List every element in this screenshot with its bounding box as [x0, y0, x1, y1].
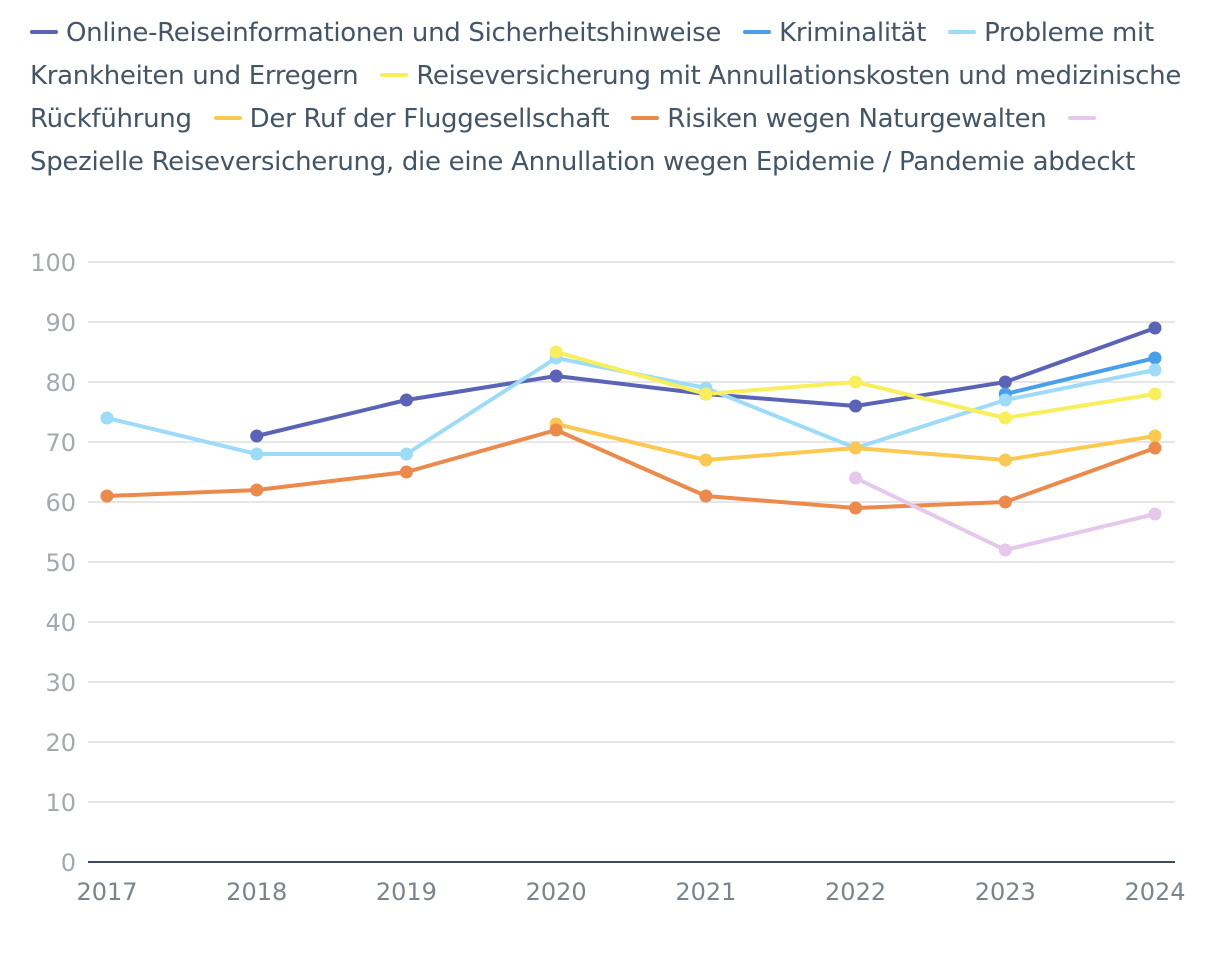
legend-label: Online-Reiseinformationen und Sicherheit… [66, 18, 722, 48]
data-point [250, 447, 264, 461]
x-tick-label: 2018 [226, 878, 287, 906]
legend-swatch [631, 115, 660, 120]
x-tick-label: 2022 [825, 878, 886, 906]
legend-swatch [213, 115, 242, 120]
x-tick-label: 2020 [526, 878, 587, 906]
data-point [699, 387, 713, 401]
legend-item[interactable]: Probleme mit Krankheiten und Erregern [30, 18, 1154, 91]
y-tick-label: 50 [45, 549, 76, 577]
data-point [1148, 387, 1162, 401]
data-point [998, 495, 1012, 509]
series-line [854, 476, 1156, 552]
series-line [106, 428, 1156, 510]
y-tick-label: 100 [30, 249, 76, 277]
legend-label: Probleme mit Krankheiten und Erregern [30, 18, 1154, 91]
legend-swatch [743, 29, 772, 34]
y-tick-label: 80 [45, 369, 76, 397]
x-tick-label: 2021 [675, 878, 736, 906]
data-point [1148, 321, 1162, 335]
data-point [250, 483, 264, 497]
legend-item[interactable]: Reiseversicherung mit Annullationskosten… [30, 61, 1181, 134]
y-tick-label: 0 [61, 849, 76, 877]
data-point [1148, 507, 1162, 521]
x-tick-label: 2024 [1124, 878, 1185, 906]
data-point [100, 411, 114, 425]
legend-swatch [380, 72, 409, 77]
data-point [998, 393, 1012, 407]
data-point [549, 369, 563, 383]
x-tick-label: 2017 [76, 878, 137, 906]
legend-label: Kriminalität [779, 18, 927, 48]
data-point [849, 375, 863, 389]
legend-item[interactable]: Spezielle Reiseversicherung, die eine An… [30, 104, 1135, 177]
legend-item[interactable]: Online-Reiseinformationen und Sicherheit… [30, 18, 721, 48]
data-point [399, 465, 413, 479]
legend-label: Spezielle Reiseversicherung, die eine An… [30, 147, 1135, 177]
data-point [849, 501, 863, 515]
data-point [998, 543, 1012, 557]
chart-legend: Online-Reiseinformationen und Sicherheit… [30, 12, 1195, 184]
y-tick-label: 70 [45, 429, 76, 457]
y-tick-label: 20 [45, 729, 76, 757]
y-tick-label: 60 [45, 489, 76, 517]
data-point [699, 453, 713, 467]
data-point [1148, 441, 1162, 455]
data-point [849, 471, 863, 485]
legend-label: Reiseversicherung mit Annullationskosten… [30, 61, 1182, 134]
legend-label: Risiken wegen Naturgewalten [667, 104, 1047, 134]
data-point [250, 429, 264, 443]
data-point [399, 393, 413, 407]
legend-item[interactable]: Kriminalität [743, 18, 926, 48]
data-point [1148, 429, 1162, 443]
x-tick-label: 2023 [975, 878, 1036, 906]
y-tick-label: 10 [45, 789, 76, 817]
data-point [998, 375, 1012, 389]
data-point [100, 489, 114, 503]
legend-swatch [30, 29, 58, 34]
data-point [699, 489, 713, 503]
data-point [1148, 363, 1162, 377]
data-point [549, 345, 563, 359]
series-line [1004, 356, 1156, 396]
data-point [549, 423, 563, 437]
data-point [998, 411, 1012, 425]
data-point [849, 441, 863, 455]
legend-swatch [1068, 115, 1097, 120]
legend-swatch [948, 29, 977, 34]
data-point [1148, 351, 1162, 365]
legend-label: Der Ruf der Fluggesellschaft [249, 104, 610, 134]
y-tick-label: 30 [45, 669, 76, 697]
data-point [998, 453, 1012, 467]
legend-item[interactable]: Risiken wegen Naturgewalten [631, 104, 1047, 134]
legend-item[interactable]: Der Ruf der Fluggesellschaft [213, 104, 610, 134]
y-tick-label: 40 [45, 609, 76, 637]
x-tick-label: 2019 [376, 878, 437, 906]
y-tick-label: 90 [45, 309, 76, 337]
data-point [399, 447, 413, 461]
data-point [849, 399, 863, 413]
